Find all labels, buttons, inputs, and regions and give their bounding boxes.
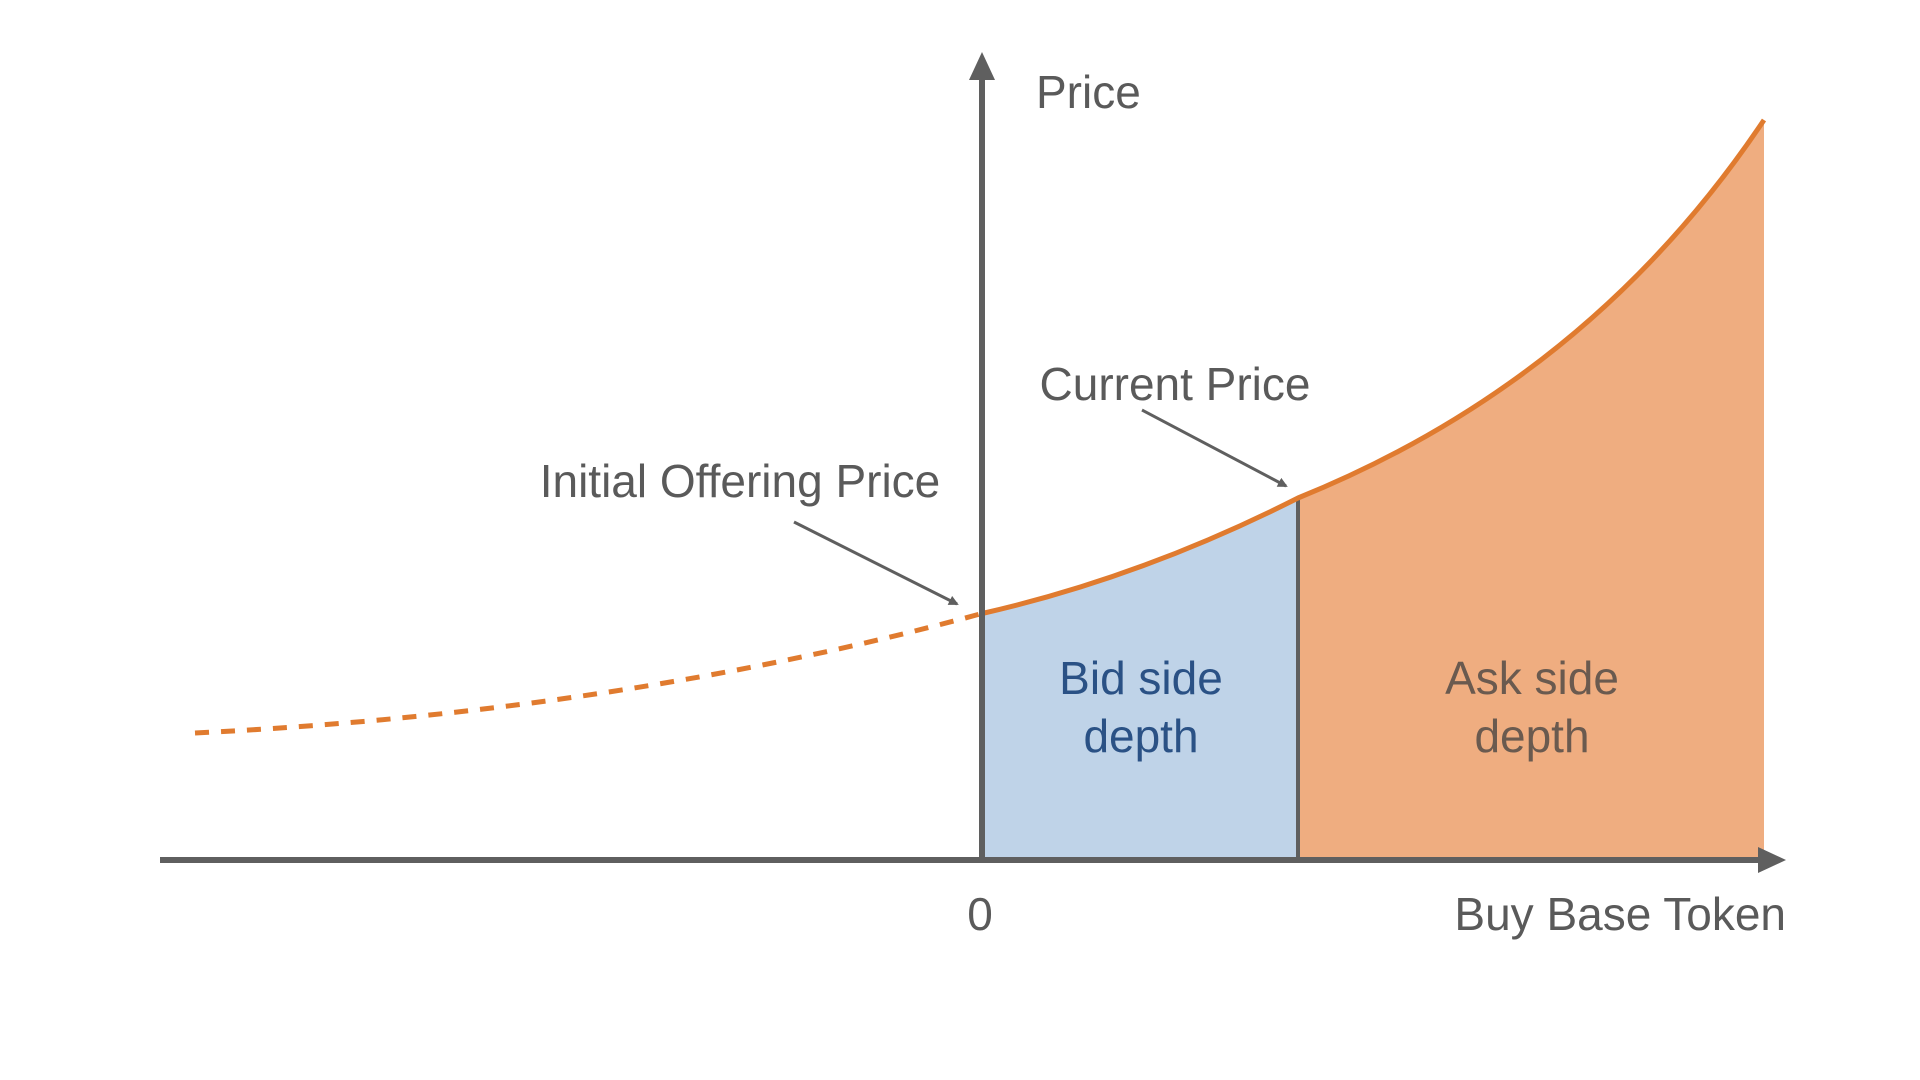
ask-side-label-line2: depth: [1474, 710, 1589, 762]
initial-offering-price-label: Initial Offering Price: [540, 455, 941, 507]
x-axis-arrowhead: [1758, 847, 1786, 873]
origin-label: 0: [967, 888, 993, 940]
x-axis-label: Buy Base Token: [1454, 888, 1786, 940]
y-axis-arrowhead: [969, 52, 995, 80]
ask-side-region: [1298, 120, 1764, 860]
bid-side-region: [980, 498, 1298, 860]
current-price-pointer: [1141, 408, 1288, 488]
price-curve-solid: [979, 118, 1767, 617]
bid-side-label-line1: Bid side: [1059, 652, 1223, 704]
bid-side-label-line2: depth: [1083, 710, 1198, 762]
ask-side-label-line1: Ask side: [1445, 652, 1619, 704]
initial-price-pointer: [793, 520, 959, 606]
current-price-label: Current Price: [1040, 358, 1311, 410]
y-axis-label: Price: [1036, 66, 1141, 118]
price-curve-dotted: [194, 611, 981, 736]
